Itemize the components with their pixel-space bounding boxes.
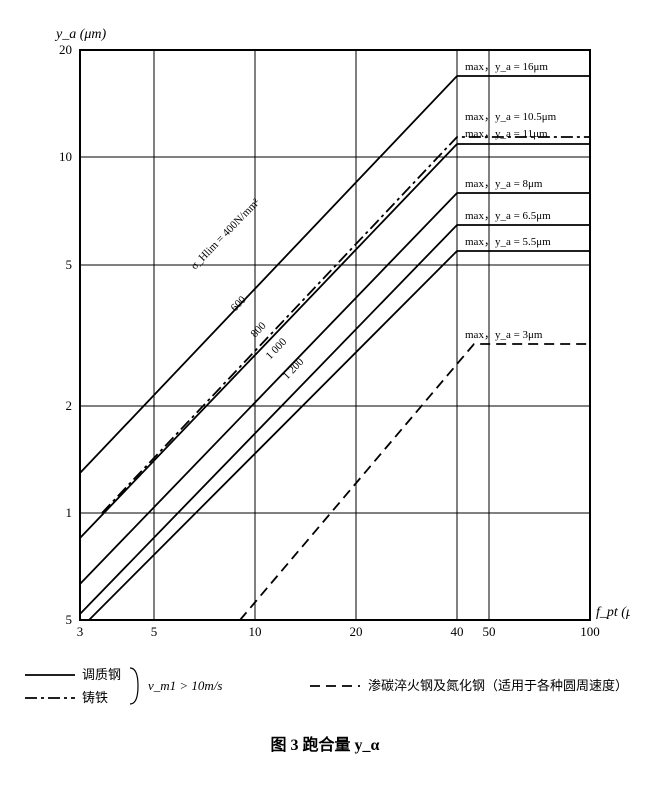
y-ticks: 5 1 2 5 10 20 (59, 42, 72, 627)
legend: 调质钢 铸铁 v_m1 > 10m/s 渗碳淬火钢及氮化钢（适用于各种圆周速度） (25, 667, 628, 705)
caption: 图 3 跑合量 y_α (271, 735, 380, 754)
svg-text:3: 3 (77, 624, 84, 639)
svg-text:10: 10 (249, 624, 262, 639)
legend-bracket-text: v_m1 > 10m/s (148, 678, 223, 693)
svg-text:max，y_a = 10.5μm: max，y_a = 10.5μm (465, 111, 557, 123)
line-sigma600 (80, 144, 590, 538)
line-hardened (240, 344, 590, 620)
svg-text:10: 10 (59, 149, 72, 164)
svg-text:max，y_a = 8μm: max，y_a = 8μm (465, 178, 543, 190)
max-labels: max，y_a = 16μm max，y_a = 10.5μm max，y_a … (465, 61, 557, 341)
line-labels: σ_Hlim = 400N/mm² 600 800 1 000 1 200 (189, 196, 307, 382)
x-axis-label: f_pt (μm) (596, 605, 630, 620)
svg-text:600: 600 (229, 294, 249, 315)
svg-text:1 200: 1 200 (281, 356, 307, 382)
svg-text:max，y_a = 11μm: max，y_a = 11μm (465, 128, 548, 140)
line-sigma1200 (89, 251, 590, 620)
legend-label-dashdot: 铸铁 (82, 690, 108, 705)
chart-container: 5 1 2 5 10 20 3 5 10 20 40 50 100 y_a (μ… (20, 20, 630, 774)
svg-text:40: 40 (451, 624, 464, 639)
svg-text:20: 20 (350, 624, 363, 639)
chart-svg: 5 1 2 5 10 20 3 5 10 20 40 50 100 y_a (μ… (20, 20, 630, 774)
data-lines (80, 76, 590, 620)
svg-text:σ_Hlim = 400N/mm²: σ_Hlim = 400N/mm² (189, 196, 263, 272)
y-axis-label: y_a (μm) (54, 27, 107, 42)
legend-bracket-icon (130, 668, 138, 704)
svg-text:max，y_a = 16μm: max，y_a = 16μm (465, 61, 548, 73)
svg-text:1: 1 (66, 505, 73, 520)
svg-text:max，y_a = 6.5μm: max，y_a = 6.5μm (465, 210, 551, 222)
svg-text:800: 800 (249, 320, 269, 341)
svg-text:1 000: 1 000 (264, 336, 290, 362)
svg-text:5: 5 (151, 624, 158, 639)
svg-text:5: 5 (66, 612, 73, 627)
svg-text:50: 50 (483, 624, 496, 639)
svg-text:max，y_a = 5.5μm: max，y_a = 5.5μm (465, 236, 551, 248)
legend-label-dashed: 渗碳淬火钢及氮化钢（适用于各种圆周速度） (368, 678, 628, 693)
svg-text:2: 2 (66, 398, 73, 413)
svg-text:max，y_a = 3μm: max，y_a = 3μm (465, 329, 543, 341)
svg-text:5: 5 (66, 257, 73, 272)
svg-text:100: 100 (580, 624, 600, 639)
line-sigma1000 (80, 225, 590, 614)
legend-label-solid: 调质钢 (82, 667, 121, 682)
x-ticks: 3 5 10 20 40 50 100 (77, 624, 600, 639)
svg-text:20: 20 (59, 42, 72, 57)
